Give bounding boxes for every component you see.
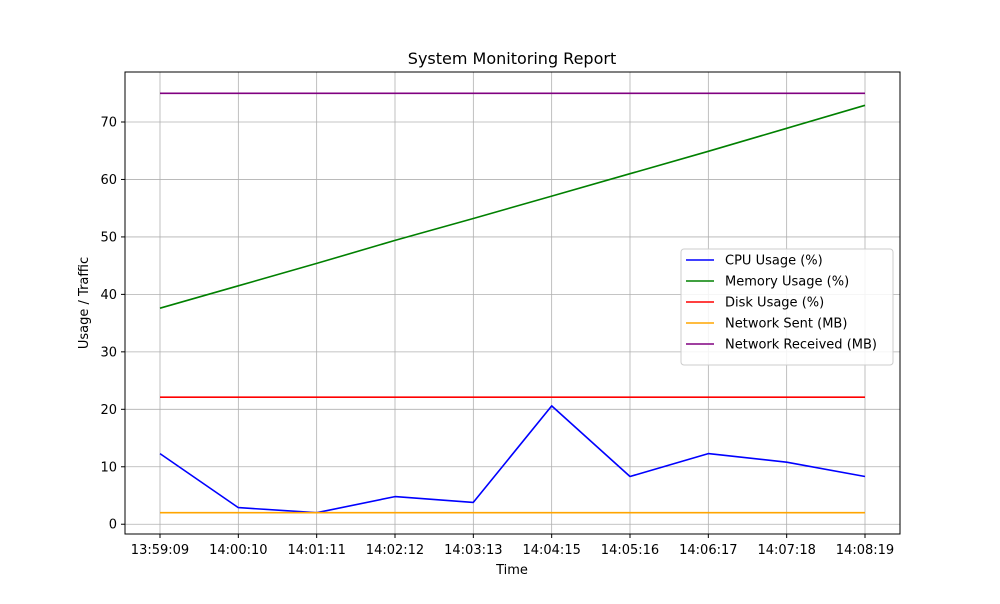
legend-entry-label: Network Sent (MB) <box>725 317 847 332</box>
series-line-cpu-usage <box>159 405 866 514</box>
x-tick-label: 14:03:13 <box>444 543 502 558</box>
legend-entry-label: Network Received (MB) <box>725 338 877 353</box>
y-tick-label: 20 <box>100 403 117 418</box>
x-tick-label: 14:06:17 <box>679 543 737 558</box>
x-tick-label: 14:01:11 <box>287 543 345 558</box>
legend: CPU Usage (%) Memory Usage (%) Disk Usage … <box>680 248 894 366</box>
x-tick-label: 14:00:10 <box>209 543 267 558</box>
y-axis-ticks: 0 10 20 30 40 50 60 70 <box>100 115 125 533</box>
y-tick-label: 50 <box>100 230 117 245</box>
x-axis-label: Time <box>495 563 528 578</box>
x-tick-label: 13:59:09 <box>131 543 189 558</box>
y-axis-label: Usage / Traffic <box>77 257 92 349</box>
y-tick-label: 10 <box>100 460 117 475</box>
y-tick-label: 70 <box>100 115 117 130</box>
y-tick-label: 0 <box>109 518 117 533</box>
legend-box <box>680 248 894 366</box>
series-line-memory-usage <box>159 104 866 309</box>
legend-entry-label: CPU Usage (%) <box>725 254 823 269</box>
x-tick-label: 14:05:16 <box>601 543 659 558</box>
legend-entry-label: Disk Usage (%) <box>725 296 824 311</box>
x-tick-label: 14:04:15 <box>522 543 580 558</box>
x-tick-label: 14:02:12 <box>366 543 424 558</box>
plot-frame <box>124 71 901 535</box>
x-axis-ticks: 13:59:09 14:00:10 14:01:11 14:02:12 14:03:13… <box>131 534 894 558</box>
y-tick-label: 30 <box>100 345 117 360</box>
chart-title: System Monitoring Report <box>408 49 616 68</box>
y-tick-label: 60 <box>100 173 117 188</box>
x-tick-label: 14:07:18 <box>757 543 815 558</box>
legend-entry-label: Memory Usage (%) <box>725 275 849 290</box>
y-tick-label: 40 <box>100 288 117 303</box>
series-lines <box>159 92 866 514</box>
x-tick-label: 14:08:19 <box>836 543 894 558</box>
